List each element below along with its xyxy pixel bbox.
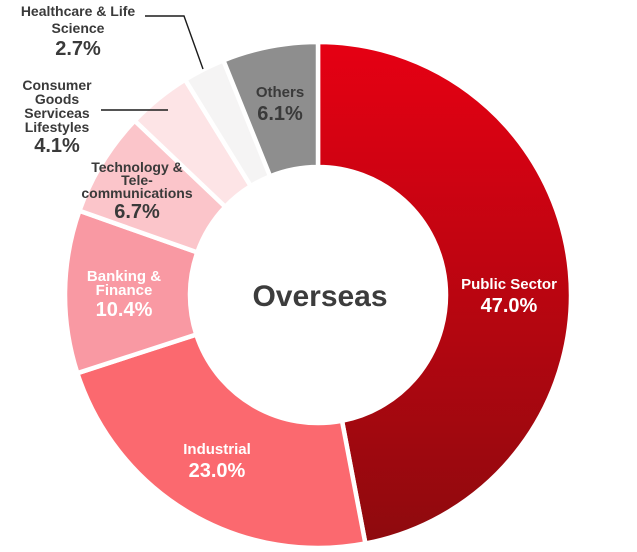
technology-name: Technology & Tele- communications [81, 159, 193, 201]
healthcare-pct: 2.7% [55, 38, 101, 60]
segment-others [221, 39, 321, 179]
public-sector-pct: 47.0% [480, 295, 538, 317]
label-public-sector: Public Sector 47.0% [461, 276, 557, 317]
label-healthcare: Healthcare & Life Science 2.7% [21, 3, 135, 60]
consumer-goods-pct: 4.1% [34, 135, 80, 157]
chart-center-title: Overseas [252, 280, 388, 313]
banking-finance-name: Banking & Finance [86, 268, 162, 299]
label-others: Others 6.1% [256, 84, 304, 125]
others-name: Others [255, 84, 305, 101]
label-banking-finance: Banking & Finance 10.4% [86, 268, 162, 321]
donut-segments [62, 39, 574, 551]
banking-finance-pct: 10.4% [95, 299, 153, 321]
label-technology: Technology & Tele- communications 6.7% [81, 159, 193, 223]
healthcare-leader-line [145, 15, 204, 70]
label-industrial: Industrial 23.0% [183, 441, 251, 482]
label-consumer-goods: Consumer Goods Serviceas Lifestyles 4.1% [22, 78, 91, 157]
industrial-name: Industrial [183, 441, 251, 458]
consumer-goods-name: Consumer Goods Serviceas Lifestyles [22, 77, 92, 135]
public-sector-name: Public Sector [461, 276, 557, 293]
healthcare-name: Healthcare & Life Science [20, 3, 136, 36]
technology-pct: 6.7% [114, 201, 160, 223]
segment-industrial [75, 332, 368, 551]
segment-public-sector [315, 39, 574, 546]
others-pct: 6.1% [257, 103, 303, 125]
industrial-pct: 23.0% [188, 460, 246, 482]
